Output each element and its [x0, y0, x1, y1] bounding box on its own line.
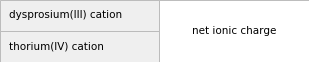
Bar: [0, 0, 159, 31]
Text: net ionic charge: net ionic charge: [192, 26, 276, 36]
Text: thorium(IV) cation: thorium(IV) cation: [9, 41, 104, 52]
Bar: [159, 0, 309, 62]
Text: dysprosium(III) cation: dysprosium(III) cation: [9, 10, 122, 20]
Bar: [0, 31, 159, 62]
